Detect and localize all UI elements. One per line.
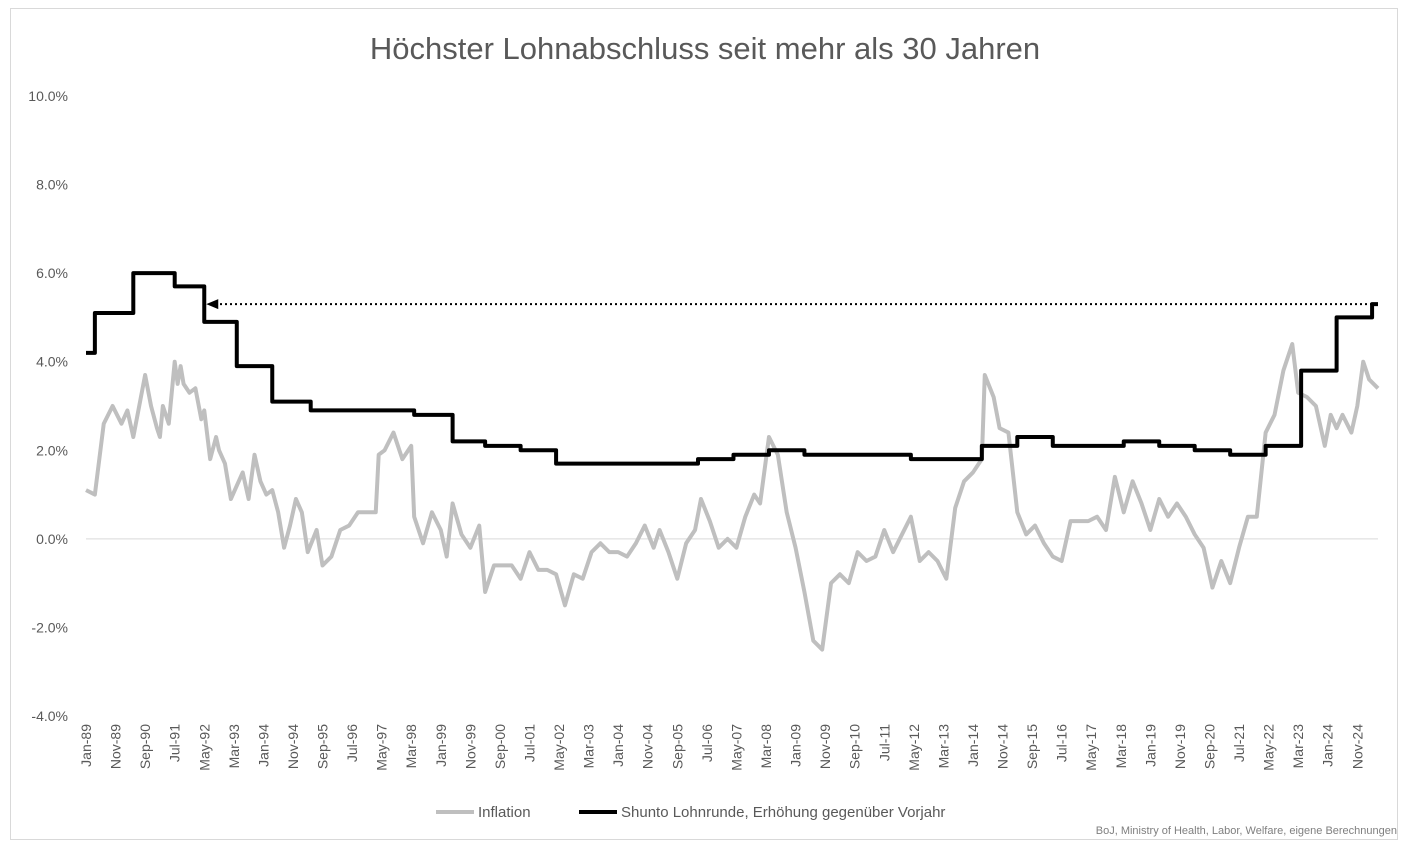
arrow-head-icon — [206, 299, 219, 310]
x-tick-label: May-92 — [196, 724, 212, 771]
x-tick-label: Mar-13 — [935, 724, 951, 769]
annotation-layer — [206, 299, 1372, 310]
x-tick-label: Mar-18 — [1113, 724, 1129, 769]
y-tick-label: -4.0% — [31, 708, 68, 724]
x-tick-label: Sep-05 — [669, 724, 685, 769]
y-tick-label: 10.0% — [28, 88, 68, 104]
series-line-shunto — [86, 271, 1378, 466]
x-tick-label: Mar-93 — [226, 724, 242, 769]
series-line-inflation — [85, 342, 1380, 652]
x-tick-label: Nov-19 — [1172, 724, 1188, 769]
x-tick-label: Mar-03 — [581, 724, 597, 769]
x-tick-label: Sep-95 — [315, 724, 331, 769]
x-tick-label: Nov-04 — [640, 724, 656, 769]
x-tick-label: Mar-08 — [758, 724, 774, 769]
x-axis: Jan-89 Nov-89 Sep-90 Jul-91 May-92 Mar-93 Jan-… — [78, 724, 1365, 771]
x-tick-label: Nov-99 — [462, 724, 478, 769]
x-tick-label: Sep-10 — [847, 724, 863, 769]
chart-frame — [10, 8, 1398, 840]
x-tick-label: May-17 — [1083, 724, 1099, 771]
x-tick-label: Nov-09 — [817, 724, 833, 769]
x-tick-label: Jan-19 — [1142, 724, 1158, 767]
x-tick-label: Jul-21 — [1231, 724, 1247, 762]
chart-title: Höchster Lohnabschluss seit mehr als 30 … — [370, 31, 1040, 66]
x-tick-label: Jan-09 — [788, 724, 804, 767]
y-axis: -4.0% -2.0% 0.0% 2.0% 4.0% 6.0% 8.0% 10.0% — [28, 88, 68, 724]
y-tick-label: 4.0% — [36, 354, 68, 370]
x-tick-label: Nov-89 — [108, 724, 124, 769]
x-tick-label: Jan-89 — [78, 724, 94, 767]
x-tick-label: Nov-14 — [995, 724, 1011, 769]
x-tick-label: Sep-15 — [1024, 724, 1040, 769]
x-tick-label: May-07 — [728, 724, 744, 771]
x-tick-label: May-97 — [374, 724, 390, 771]
x-tick-label: Mar-98 — [403, 724, 419, 769]
y-tick-label: 0.0% — [36, 531, 68, 547]
x-tick-label: Sep-00 — [492, 724, 508, 769]
series-layer — [85, 271, 1380, 652]
x-tick-label: Nov-94 — [285, 724, 301, 769]
x-tick-label: Mar-23 — [1290, 724, 1306, 769]
x-tick-label: Jul-06 — [699, 724, 715, 762]
x-tick-label: Jan-24 — [1320, 724, 1336, 767]
y-tick-label: -2.0% — [31, 619, 68, 635]
x-tick-label: Jan-94 — [255, 724, 271, 767]
legend-label-shunto: Shunto Lohnrunde, Erhöhung gegenüber Vor… — [621, 804, 945, 821]
y-tick-label: 8.0% — [36, 177, 68, 193]
legend: Inflation Shunto Lohnrunde, Erhöhung geg… — [436, 804, 945, 821]
x-tick-label: Jan-04 — [610, 724, 626, 767]
x-tick-label: May-02 — [551, 724, 567, 771]
y-tick-label: 2.0% — [36, 442, 68, 458]
x-tick-label: Jul-16 — [1054, 724, 1070, 762]
x-tick-label: Sep-20 — [1201, 724, 1217, 769]
y-tick-label: 6.0% — [36, 265, 68, 281]
x-tick-label: Jul-96 — [344, 724, 360, 762]
source-note: BoJ, Ministry of Health, Labor, Welfare,… — [1096, 825, 1397, 837]
x-tick-label: Jul-11 — [876, 724, 892, 761]
x-tick-label: Jul-01 — [521, 724, 537, 762]
x-tick-label: Jan-99 — [433, 724, 449, 767]
x-tick-label: Jul-91 — [167, 724, 183, 762]
x-tick-label: Sep-90 — [137, 724, 153, 769]
x-tick-label: May-12 — [906, 724, 922, 771]
legend-label-inflation: Inflation — [478, 804, 531, 821]
x-tick-label: Nov-24 — [1349, 724, 1365, 769]
x-tick-label: May-22 — [1261, 724, 1277, 771]
x-tick-label: Jan-14 — [965, 724, 981, 767]
